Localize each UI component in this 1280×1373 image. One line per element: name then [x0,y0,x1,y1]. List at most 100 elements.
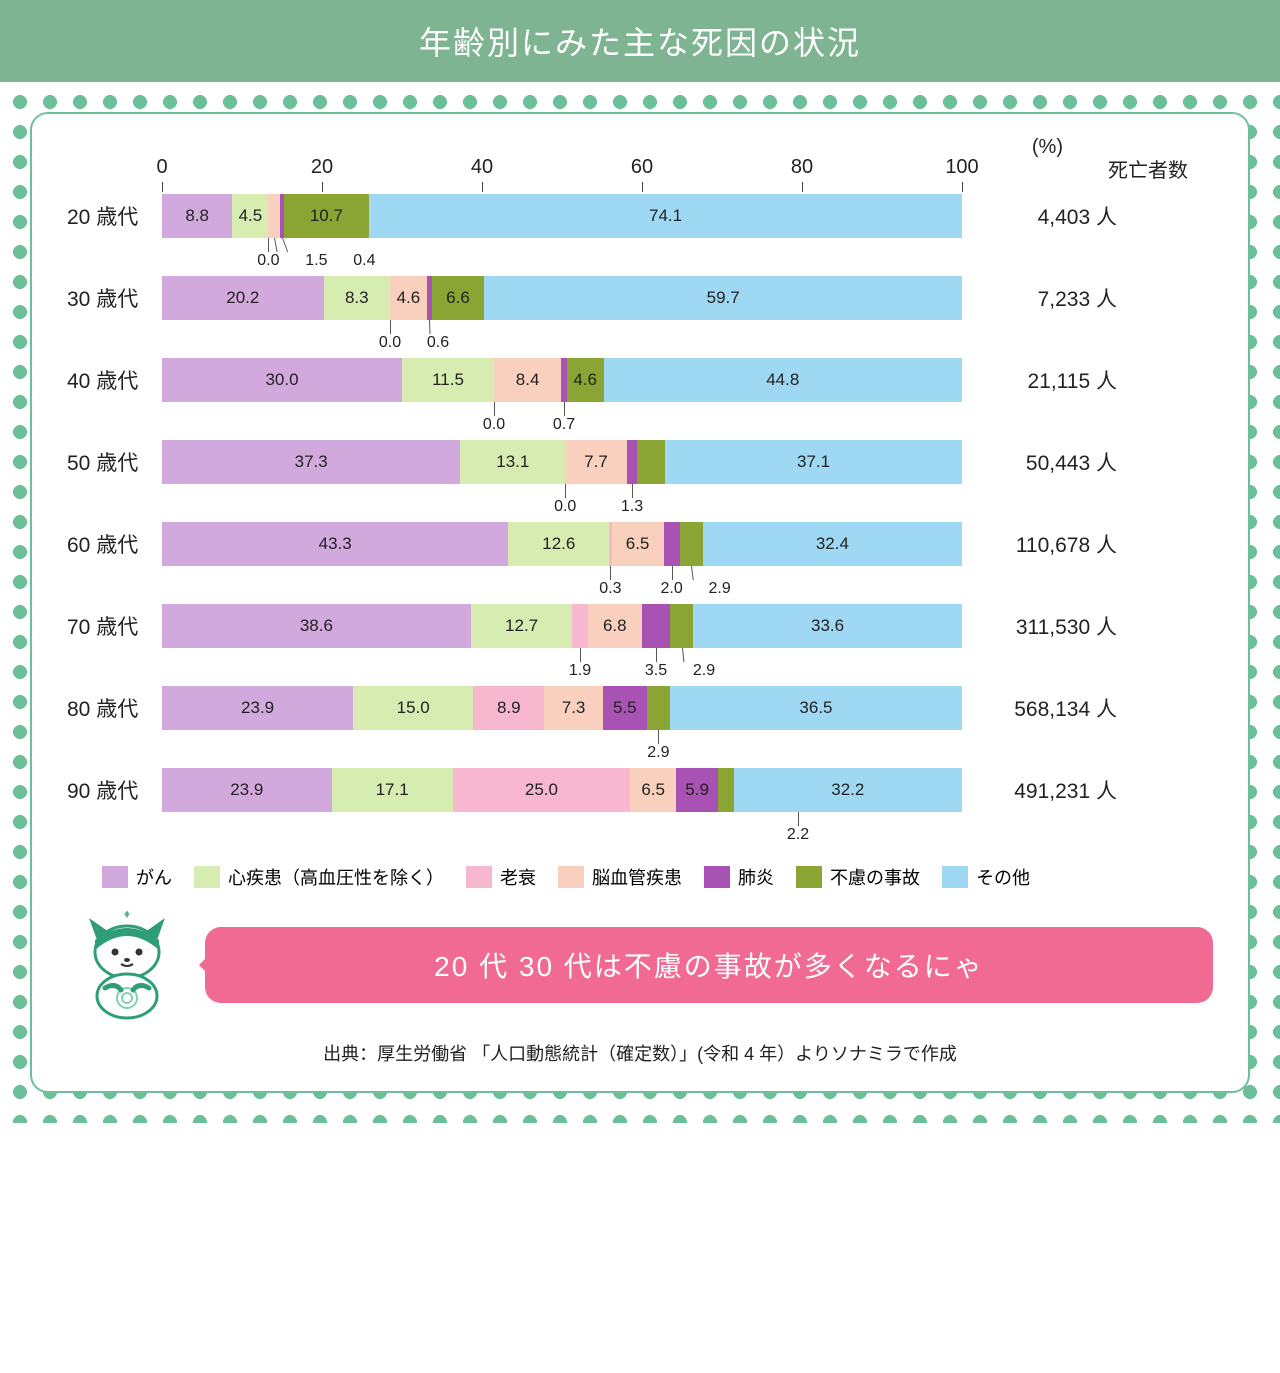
bar-row: 20 歳代8.84.510.774.10.01.50.44,403 人 [67,194,1213,238]
row-age-label: 90 歳代 [67,775,162,805]
axis-tick-label: 80 [791,156,813,179]
callout-cerebro: 1.5 [305,252,327,270]
segment-cerebro: 6.5 [612,522,664,566]
callout-pneumonia: 0.4 [353,252,375,270]
legend-item-senility: 老衰 [466,864,536,890]
segment-senility: 8.9 [473,686,544,730]
segment-other: 36.5 [670,686,962,730]
legend-label: 肺炎 [738,864,774,890]
stacked-bar: 43.312.66.5 32.4 [162,522,962,566]
row-age-label: 80 歳代 [67,693,162,723]
segment-cancer: 8.8 [162,194,232,238]
bar-row: 90 歳代23.917.125.06.55.932.22.2491,231 人 [67,768,1213,812]
legend: がん心疾患（高血圧性を除く） 老衰 脳血管疾患 肺炎 不慮の事故その他 [67,864,1213,890]
segment-cancer: 38.6 [162,604,471,648]
deaths-value: 311,530 人 [962,611,1117,641]
page-title: 年齢別にみた主な死因の状況 [0,0,1280,82]
segment-heart: 8.3 [324,276,390,320]
segment-cerebro: 6.5 [630,768,676,812]
dotted-background: 020406080100 (%) 死亡者数 20 歳代8.84.510.774.… [0,82,1280,1123]
segment-heart: 13.1 [460,440,565,484]
callout-pneumonia: 0.6 [427,334,449,352]
unit-label: (%) [1032,136,1063,159]
segment-accident [647,686,670,730]
segment-accident: 4.6 [567,358,604,402]
segment-heart: 17.1 [332,768,453,812]
segment-cancer: 30.0 [162,358,402,402]
segment-pneumonia [664,522,680,566]
segment-cerebro: 6.8 [588,604,642,648]
segment-senility: 25.0 [453,768,630,812]
segment-accident [718,768,734,812]
segment-other: 37.1 [665,440,962,484]
axis-tick-label: 0 [156,156,167,179]
segment-cancer: 20.2 [162,276,324,320]
bar-row: 40 歳代30.011.58.44.644.80.00.721,115 人 [67,358,1213,402]
callout-accident: 2.9 [647,744,669,762]
row-age-label: 30 歳代 [67,283,162,313]
callout-senility: 1.9 [569,662,591,680]
legend-item-pneumonia: 肺炎 [704,864,774,890]
segment-other: 44.8 [604,358,962,402]
legend-item-heart: 心疾患（高血圧性を除く） [194,864,444,890]
segment-cancer: 43.3 [162,522,508,566]
callout-pneumonia: 1.3 [621,498,643,516]
callout-senility: 0.3 [599,580,621,598]
x-axis: 020406080100 (%) 死亡者数 [67,144,1213,184]
callout-senility: 0.0 [379,334,401,352]
bar-row: 70 歳代38.612.76.833.61.93.52.9311,530 人 [67,604,1213,648]
stacked-bar: 37.313.17.737.1 [162,440,962,484]
segment-cerebro: 7.3 [544,686,602,730]
legend-label: 不慮の事故 [830,864,920,890]
legend-item-accident: 不慮の事故 [796,864,920,890]
legend-label: 老衰 [500,864,536,890]
bar-row: 60 歳代43.312.66.532.40.32.02.9110,678 人 [67,522,1213,566]
segment-pneumonia [642,604,670,648]
segment-accident [680,522,703,566]
source-text: 出典：厚生労働省 「人口動態統計（確定数）」(令和 4 年）よりソナミラで作成 [67,1040,1213,1066]
callout-accident: 2.9 [708,580,730,598]
row-age-label: 40 歳代 [67,365,162,395]
legend-item-other: その他 [942,864,1030,890]
deaths-value: 21,115 人 [962,365,1117,395]
segment-heart: 11.5 [402,358,494,402]
segment-heart: 12.6 [508,522,609,566]
segment-heart: 4.5 [232,194,268,238]
legend-item-cancer: がん [102,864,172,890]
deaths-value: 7,233 人 [962,283,1117,313]
callout-senility: 0.0 [483,416,505,434]
deaths-value: 568,134 人 [962,693,1117,723]
stacked-bar: 23.915.08.97.35.536.5 [162,686,962,730]
legend-swatch [102,866,128,888]
deaths-value: 4,403 人 [962,201,1117,231]
row-age-label: 60 歳代 [67,529,162,559]
segment-accident [637,440,665,484]
segment-cerebro: 7.7 [565,440,627,484]
segment-other: 32.4 [703,522,962,566]
segment-cancer: 23.9 [162,686,353,730]
row-age-label: 70 歳代 [67,611,162,641]
callout-senility: 0.0 [257,252,279,270]
deaths-value: 110,678 人 [962,529,1117,559]
legend-label: 脳血管疾患 [592,864,682,890]
row-age-label: 20 歳代 [67,201,162,231]
segment-heart: 15.0 [353,686,473,730]
legend-swatch [796,866,822,888]
segment-other: 32.2 [734,768,962,812]
footer-row: 20 代 30 代は不慮の事故が多くなるにゃ [67,910,1213,1020]
legend-swatch [558,866,584,888]
axis-tick-label: 20 [311,156,333,179]
segment-cerebro: 8.4 [494,358,561,402]
deaths-value: 50,443 人 [962,447,1117,477]
deaths-value: 491,231 人 [962,775,1117,805]
row-age-label: 50 歳代 [67,447,162,477]
callout-accident: 2.9 [693,662,715,680]
legend-swatch [942,866,968,888]
segment-accident: 6.6 [432,276,485,320]
stacked-bar: 20.28.34.66.659.7 [162,276,962,320]
segment-accident [670,604,693,648]
chart-area: 020406080100 (%) 死亡者数 20 歳代8.84.510.774.… [67,144,1213,812]
callout-pneumonia: 0.7 [553,416,575,434]
stacked-bar: 8.84.510.774.1 [162,194,962,238]
stacked-bar: 23.917.125.06.55.932.2 [162,768,962,812]
